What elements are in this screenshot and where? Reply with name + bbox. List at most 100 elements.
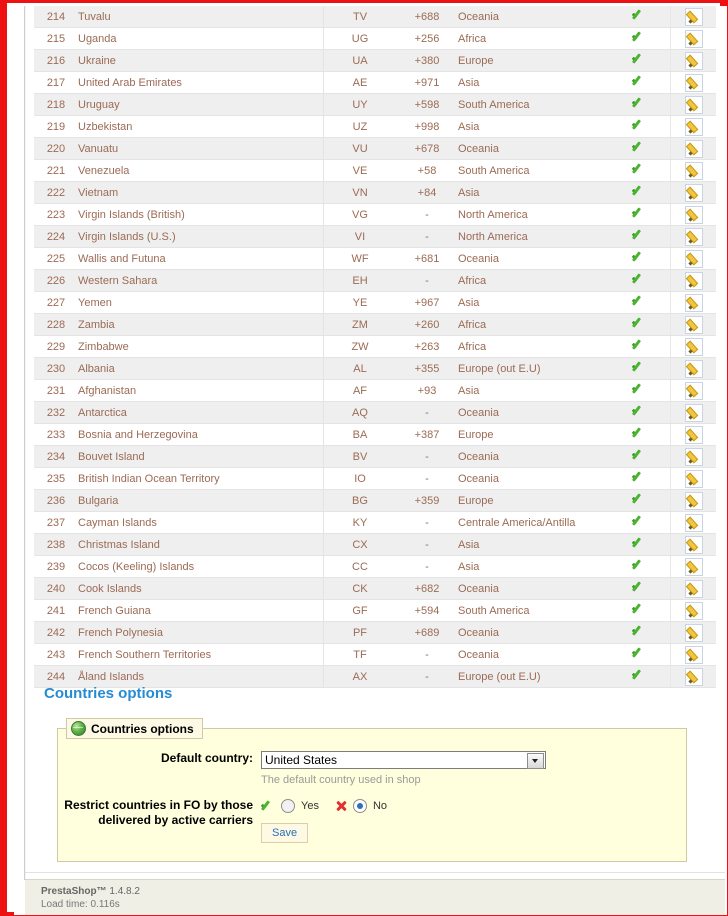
table-row[interactable]: 219 Uzbekistan UZ +998 Asia — [34, 115, 716, 138]
table-row[interactable]: 228 Zambia ZM +260 Africa — [34, 313, 716, 336]
cell-actions[interactable] — [670, 445, 716, 468]
table-row[interactable]: 217 United Arab Emirates AE +971 Asia — [34, 71, 716, 94]
cell-actions[interactable] — [670, 137, 716, 160]
table-row[interactable]: 240 Cook Islands CK +682 Oceania — [34, 577, 716, 600]
pencil-edit-icon[interactable] — [684, 183, 703, 202]
green-check-icon[interactable] — [632, 163, 646, 175]
cell-enabled[interactable] — [608, 181, 671, 204]
cell-enabled[interactable] — [608, 643, 671, 666]
green-check-icon[interactable] — [632, 141, 646, 153]
table-row[interactable]: 244 Åland Islands AX - Europe (out E.U) — [34, 665, 716, 688]
cell-actions[interactable] — [670, 335, 716, 358]
cell-actions[interactable] — [670, 6, 716, 28]
table-row[interactable]: 223 Virgin Islands (British) VG - North Amer… — [34, 203, 716, 226]
table-row[interactable]: 243 French Southern Territories TF - Oceania — [34, 643, 716, 666]
radio-no[interactable] — [352, 799, 367, 813]
green-check-icon[interactable] — [632, 119, 646, 131]
green-check-icon[interactable] — [632, 515, 646, 527]
green-check-icon[interactable] — [632, 405, 646, 417]
pencil-edit-icon[interactable] — [684, 205, 703, 224]
green-check-icon[interactable] — [632, 669, 646, 681]
cell-actions[interactable] — [670, 577, 716, 600]
cell-actions[interactable] — [670, 71, 716, 94]
table-row[interactable]: 229 Zimbabwe ZW +263 Africa — [34, 335, 716, 358]
table-row[interactable]: 242 French Polynesia PF +689 Oceania — [34, 621, 716, 644]
green-check-icon[interactable] — [632, 251, 646, 263]
pencil-edit-icon[interactable] — [684, 337, 703, 356]
pencil-edit-icon[interactable] — [684, 667, 703, 686]
green-check-icon[interactable] — [632, 647, 646, 659]
green-check-icon[interactable] — [632, 581, 646, 593]
radio-no-label[interactable]: No — [372, 800, 388, 812]
cell-actions[interactable] — [670, 555, 716, 578]
pencil-edit-icon[interactable] — [684, 161, 703, 180]
green-check-icon[interactable] — [632, 273, 646, 285]
green-check-icon[interactable] — [632, 75, 646, 87]
pencil-edit-icon[interactable] — [684, 601, 703, 620]
cell-enabled[interactable] — [608, 71, 671, 94]
table-row[interactable]: 221 Venezuela VE +58 South America — [34, 159, 716, 182]
pencil-edit-icon[interactable] — [684, 645, 703, 664]
green-check-icon[interactable] — [632, 559, 646, 571]
table-row[interactable]: 232 Antarctica AQ - Oceania — [34, 401, 716, 424]
table-row[interactable]: 238 Christmas Island CX - Asia — [34, 533, 716, 556]
pencil-edit-icon[interactable] — [684, 579, 703, 598]
pencil-edit-icon[interactable] — [684, 623, 703, 642]
radio-yes[interactable] — [281, 799, 295, 813]
green-check-icon[interactable] — [632, 449, 646, 461]
pencil-edit-icon[interactable] — [684, 403, 703, 422]
green-check-icon[interactable] — [632, 207, 646, 219]
table-row[interactable]: 227 Yemen YE +967 Asia — [34, 291, 716, 314]
table-row[interactable]: 215 Uganda UG +256 Africa — [34, 27, 716, 50]
cell-actions[interactable] — [670, 665, 716, 688]
cell-enabled[interactable] — [608, 269, 671, 292]
pencil-edit-icon[interactable] — [684, 447, 703, 466]
table-row[interactable]: 218 Uruguay UY +598 South America — [34, 93, 716, 116]
table-row[interactable]: 230 Albania AL +355 Europe (out E.U) — [34, 357, 716, 380]
cell-actions[interactable] — [670, 115, 716, 138]
cell-actions[interactable] — [670, 379, 716, 402]
table-row[interactable]: 237 Cayman Islands KY - Centrale America/Ant… — [34, 511, 716, 534]
cell-enabled[interactable] — [608, 467, 671, 490]
pencil-edit-icon[interactable] — [684, 271, 703, 290]
green-check-icon[interactable] — [632, 383, 646, 395]
green-check-icon[interactable] — [632, 427, 646, 439]
pencil-edit-icon[interactable] — [684, 139, 703, 158]
table-row[interactable]: 226 Western Sahara EH - Africa — [34, 269, 716, 292]
default-country-select[interactable]: United States — [261, 751, 546, 769]
cell-actions[interactable] — [670, 49, 716, 72]
green-check-icon[interactable] — [632, 317, 646, 329]
cell-enabled[interactable] — [608, 445, 671, 468]
cell-enabled[interactable] — [608, 621, 671, 644]
table-row[interactable]: 241 French Guiana GF +594 South America — [34, 599, 716, 622]
table-row[interactable]: 235 British Indian Ocean Territory IO - Ocea… — [34, 467, 716, 490]
cell-actions[interactable] — [670, 533, 716, 556]
pencil-edit-icon[interactable] — [684, 95, 703, 114]
table-row[interactable]: 222 Vietnam VN +84 Asia — [34, 181, 716, 204]
cell-enabled[interactable] — [608, 533, 671, 556]
cell-actions[interactable] — [670, 181, 716, 204]
pencil-edit-icon[interactable] — [684, 73, 703, 92]
cell-enabled[interactable] — [608, 335, 671, 358]
green-check-icon[interactable] — [632, 229, 646, 241]
cell-actions[interactable] — [670, 313, 716, 336]
green-check-icon[interactable] — [632, 9, 646, 21]
default-country-select-wrapper[interactable]: United States — [261, 751, 546, 769]
cell-actions[interactable] — [670, 269, 716, 292]
cell-enabled[interactable] — [608, 599, 671, 622]
green-check-icon[interactable] — [632, 53, 646, 65]
pencil-edit-icon[interactable] — [684, 293, 703, 312]
pencil-edit-icon[interactable] — [684, 513, 703, 532]
green-check-icon[interactable] — [632, 31, 646, 43]
table-row[interactable]: 224 Virgin Islands (U.S.) VI - North America — [34, 225, 716, 248]
pencil-edit-icon[interactable] — [684, 535, 703, 554]
cell-enabled[interactable] — [608, 577, 671, 600]
pencil-edit-icon[interactable] — [684, 315, 703, 334]
green-check-icon[interactable] — [632, 339, 646, 351]
pencil-edit-icon[interactable] — [684, 425, 703, 444]
table-row[interactable]: 234 Bouvet Island BV - Oceania — [34, 445, 716, 468]
cell-enabled[interactable] — [608, 423, 671, 446]
cell-actions[interactable] — [670, 643, 716, 666]
green-check-icon[interactable] — [632, 493, 646, 505]
table-row[interactable]: 239 Cocos (Keeling) Islands CC - Asia — [34, 555, 716, 578]
